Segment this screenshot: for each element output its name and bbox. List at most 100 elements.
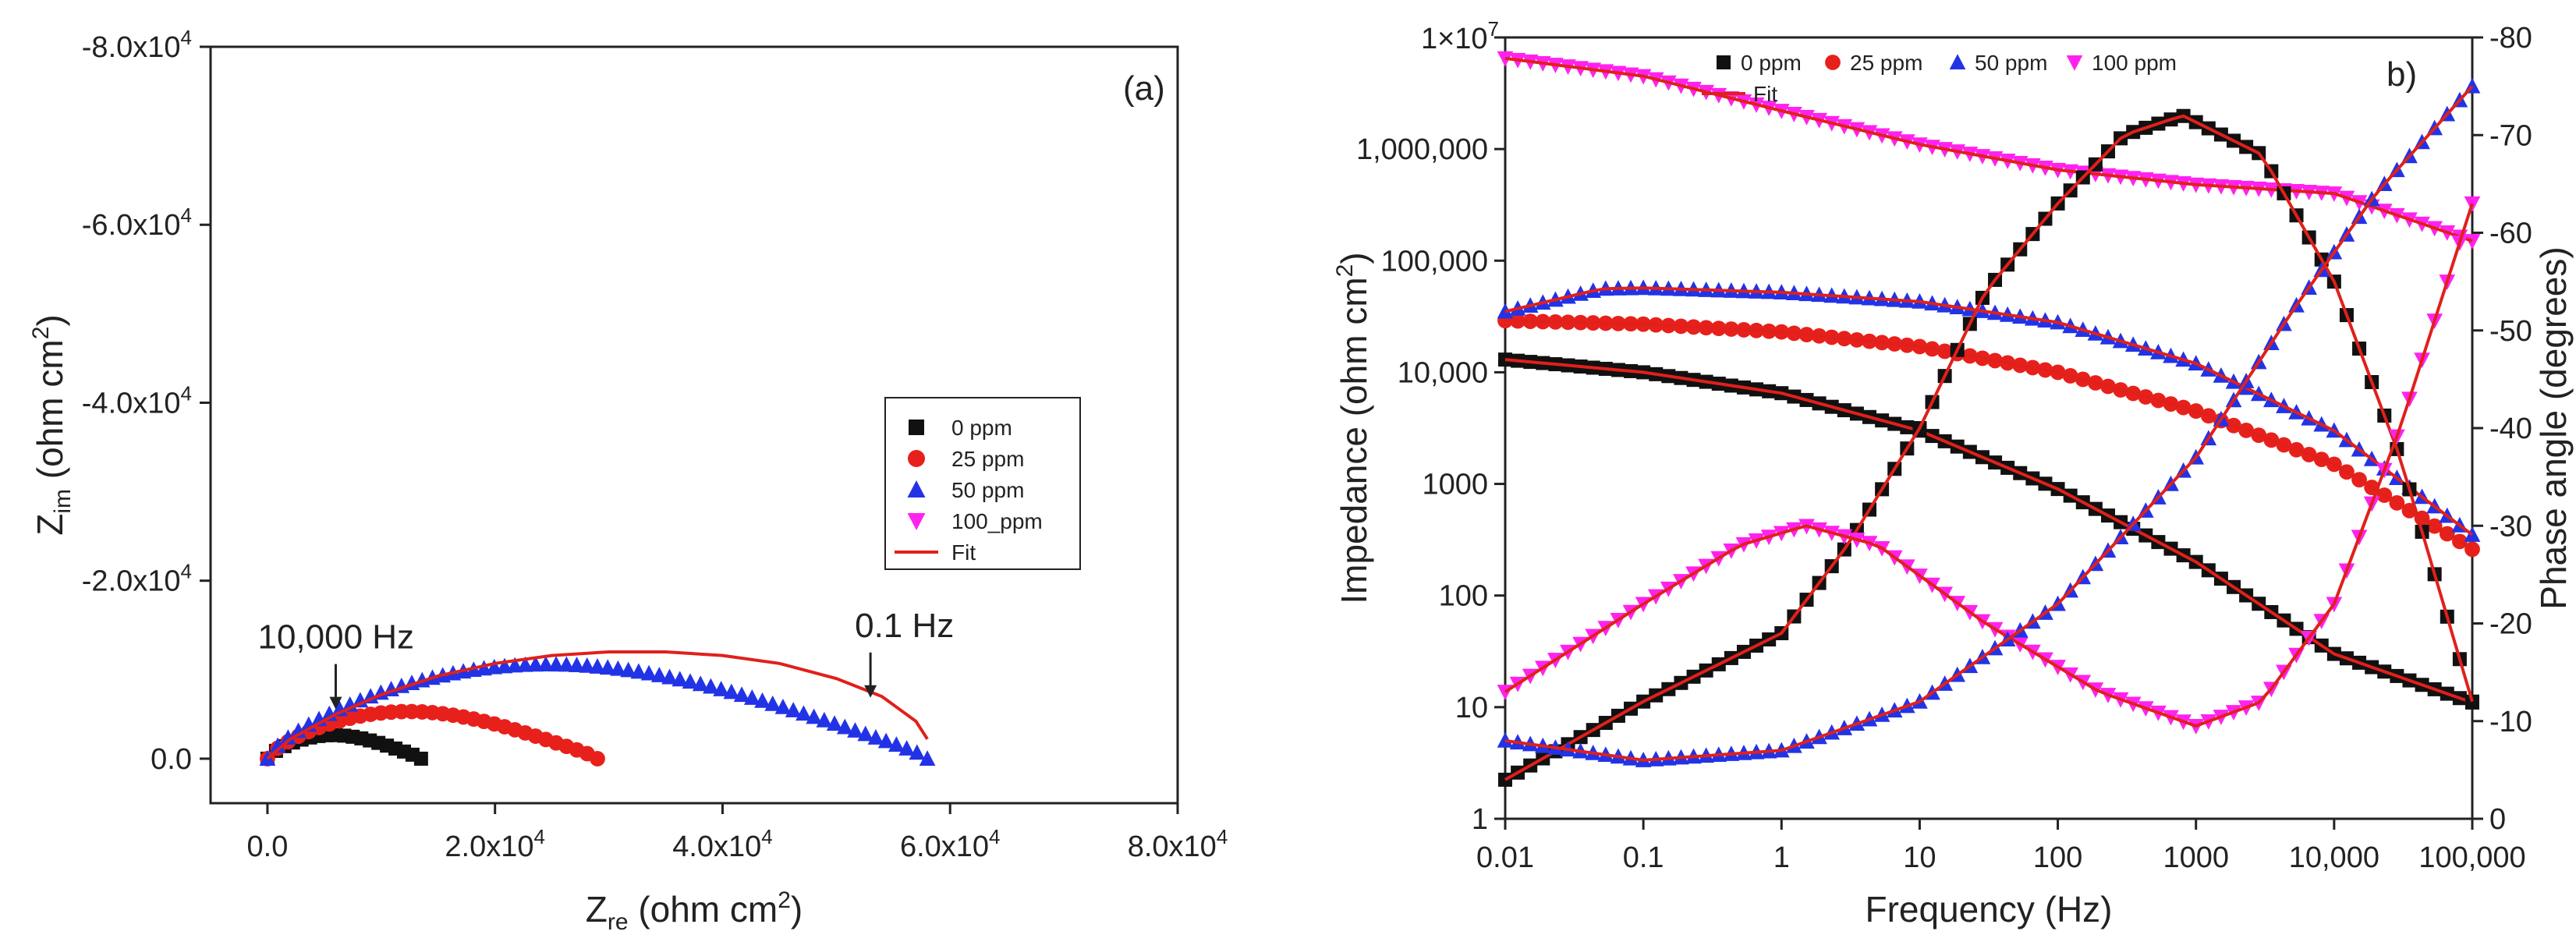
y-tick-label: 1 xyxy=(1472,803,1488,836)
panel-a-x-ticks: 0.0 2.0x104 4.0x104 6.0x104 8.0x104 xyxy=(247,803,1228,863)
legend-marker xyxy=(1717,55,1731,69)
y-tick-label: -8.0x104 xyxy=(82,26,192,64)
data-point xyxy=(733,686,750,703)
panel-a-frame xyxy=(209,45,1179,805)
panel-a-legend: 0 ppm 25 ppm 50 ppm 100_ppm Fit xyxy=(884,397,1081,570)
data-point xyxy=(806,708,822,724)
y-tick-label: -4.0x104 xyxy=(82,381,192,420)
legend-marker xyxy=(907,480,926,498)
x-tick-label: 6.0x104 xyxy=(900,825,1001,863)
data-point xyxy=(2464,541,2480,558)
panel-a-data xyxy=(259,650,936,767)
annotation-label: 0.1 Hz xyxy=(855,607,954,645)
x-tick-label: 1 xyxy=(1773,841,1790,874)
legend-marker xyxy=(909,420,924,435)
x-tick-label: 10 xyxy=(1903,841,1936,874)
legend-marker xyxy=(2066,55,2083,71)
data-point xyxy=(774,698,792,714)
data-point xyxy=(599,659,616,675)
data-point xyxy=(898,740,915,756)
data-point xyxy=(558,656,575,672)
legend-label: 0 ppm xyxy=(1741,51,1802,75)
y2-tick-label: 0 xyxy=(2489,803,2506,836)
data-point xyxy=(754,692,771,708)
data-point xyxy=(703,678,719,694)
data-point xyxy=(682,673,699,689)
panel-a-label: (a) xyxy=(1123,69,1165,108)
y-tick-label: 100 xyxy=(1439,580,1488,613)
panel-b-label: b) xyxy=(2386,55,2417,94)
data-point xyxy=(630,663,647,679)
fit-line xyxy=(1504,114,2474,781)
legend-label: 100 ppm xyxy=(2092,51,2177,75)
y2-tick-label: -30 xyxy=(2489,510,2532,543)
panel-a-y-axis-label: Zim (ohm cm2) xyxy=(28,314,76,535)
data-point xyxy=(517,656,533,672)
annotation-arrowhead xyxy=(864,685,877,698)
panel-b: b) 0.01 0.1 1 10 100 100 0 10,000 100,000 1 10 100… xyxy=(1332,17,2574,930)
legend-label: 50 ppm xyxy=(951,478,1024,502)
legend-marker xyxy=(907,513,926,530)
data-point xyxy=(610,660,626,676)
legend-label: Fit xyxy=(951,540,976,565)
x-tick-label: 100,000 xyxy=(2418,841,2525,874)
legend-marker xyxy=(1949,54,1966,69)
y-tick-label: -6.0x104 xyxy=(82,204,192,242)
annotation-label: 10,000 Hz xyxy=(257,618,414,657)
y-tick-label: 1,000,000 xyxy=(1356,133,1488,166)
data-point xyxy=(692,675,709,692)
x-tick-label: 10,000 xyxy=(2289,841,2379,874)
data-point xyxy=(640,664,657,681)
data-point xyxy=(919,750,936,766)
data-point xyxy=(620,661,637,678)
data-point xyxy=(2464,234,2481,250)
y2-tick-label: -20 xyxy=(2489,608,2532,641)
data-point xyxy=(888,736,905,752)
data-point xyxy=(650,667,668,682)
panel-a-annotations: 10,000 Hz 0.1 Hz xyxy=(257,607,954,710)
panel-a-y-ticks: 0.0 -2.0x104 -4.0x104 -6.0x104 -8.0x104 xyxy=(82,26,211,776)
legend-label: 100_ppm xyxy=(951,509,1043,533)
x-tick-label: 0.01 xyxy=(1476,841,1534,874)
panel-b-legend: 0 ppm 25 ppm 50 ppm 100 ppm Fit xyxy=(1702,51,2177,106)
data-point xyxy=(589,658,606,674)
data-point xyxy=(816,711,833,728)
fit-line xyxy=(1504,286,2474,536)
fit-line xyxy=(1504,85,2474,762)
x-tick-label: 100 xyxy=(2033,841,2082,874)
x-tick-label: 0.1 xyxy=(1623,841,1664,874)
data-point xyxy=(269,737,286,753)
x-tick-label: 8.0x104 xyxy=(1128,825,1228,863)
data-point xyxy=(671,671,689,687)
legend-marker xyxy=(1825,55,1841,70)
data-point xyxy=(280,729,296,745)
data-point xyxy=(836,718,853,735)
y2-tick-label: -10 xyxy=(2489,706,2532,738)
data-point xyxy=(537,656,555,672)
y-tick-label: 10 xyxy=(1455,692,1488,724)
legend-label: 25 ppm xyxy=(951,447,1024,471)
data-point xyxy=(743,689,760,705)
panel-b-x-axis-label: Frequency (Hz) xyxy=(1866,889,2113,930)
legend-label: 0 ppm xyxy=(951,416,1012,440)
data-point xyxy=(413,751,428,766)
legend-marker xyxy=(908,450,925,467)
y-tick-label: -2.0x104 xyxy=(82,560,192,598)
data-point xyxy=(713,681,729,696)
y-tick-label: 10,000 xyxy=(1398,356,1488,389)
y2-tick-label: -40 xyxy=(2489,413,2532,445)
data-point xyxy=(527,656,544,672)
fit-line xyxy=(266,650,929,760)
y2-tick-label: -50 xyxy=(2489,315,2532,348)
data-point xyxy=(909,744,926,760)
data-point xyxy=(547,656,565,672)
panel-b-data xyxy=(1497,51,2481,787)
y2-tick-label: -80 xyxy=(2489,22,2532,55)
data-point xyxy=(857,725,874,742)
x-tick-label: 0.0 xyxy=(247,830,289,863)
data-point xyxy=(1497,732,1514,748)
y-tick-label: 100,000 xyxy=(1381,245,1488,278)
panel-b-top-left-tick: 1×107 xyxy=(1421,17,1499,55)
data-point xyxy=(795,705,812,721)
data-point xyxy=(867,729,884,745)
